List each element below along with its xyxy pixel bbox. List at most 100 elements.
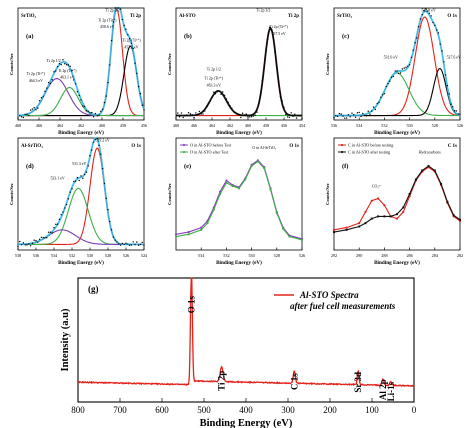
data-point — [414, 42, 416, 44]
series-marker — [383, 204, 386, 207]
data-point — [277, 81, 280, 83]
x-tick-label: 466 — [191, 123, 197, 128]
data-point — [33, 106, 35, 109]
series-marker — [433, 169, 436, 172]
survey-peak-label: C 1s — [289, 373, 299, 390]
chart-panel-e: 526 528 530 532 534 Binding Energy (eV) Counts… — [167, 137, 305, 266]
data-point — [64, 63, 66, 65]
data-point — [372, 106, 375, 108]
data-point — [443, 61, 445, 63]
y-axis-label: Intensity (a.u) — [60, 308, 71, 372]
data-point — [417, 26, 420, 28]
x-tick-label: 292 — [331, 253, 337, 258]
series-marker — [358, 222, 361, 225]
data-point — [49, 82, 52, 85]
series-marker — [370, 199, 373, 202]
data-point — [396, 70, 398, 72]
data-point — [125, 28, 127, 30]
data-point — [38, 100, 41, 102]
data-point — [107, 209, 109, 211]
legend-label: C in Al-STO before testing — [348, 143, 394, 148]
data-point — [405, 66, 407, 68]
fit-peak-3 — [18, 86, 144, 117]
x-tick-label: 468 — [15, 123, 21, 128]
panel-label: (g) — [88, 284, 99, 294]
data-point — [286, 116, 289, 118]
data-point — [202, 113, 204, 115]
y-axis-label: Counts/Sec — [167, 53, 172, 75]
data-point — [180, 112, 183, 114]
data-point — [423, 9, 425, 12]
data-point — [103, 101, 106, 104]
series-marker — [427, 165, 430, 167]
data-point — [435, 29, 438, 31]
data-point — [214, 93, 217, 95]
series-marker — [452, 214, 455, 217]
data-point — [92, 141, 95, 143]
series-marker — [402, 210, 405, 214]
plot-frame — [333, 7, 461, 121]
data-point — [200, 113, 202, 115]
series-marker — [421, 169, 424, 172]
data-point — [80, 175, 82, 177]
data-point — [344, 117, 346, 119]
data-point — [26, 244, 28, 246]
series-marker — [300, 238, 304, 242]
data-point — [347, 114, 350, 116]
data-point — [127, 34, 129, 36]
data-point — [175, 117, 177, 119]
data-point — [399, 72, 402, 74]
data-point — [430, 15, 432, 17]
data-point — [218, 90, 220, 93]
data-point — [187, 112, 190, 114]
data-point — [119, 8, 122, 10]
data-point — [20, 116, 23, 118]
x-tick-label: 466 — [36, 123, 42, 128]
data-point — [42, 237, 44, 239]
x-tick-label: 454 — [299, 123, 306, 128]
data-point — [419, 18, 422, 20]
data-point — [20, 243, 23, 246]
x-tick-label: 534 — [356, 123, 363, 128]
x-tick-label: 300 — [281, 405, 295, 415]
chart-panel-g: 800 700 600 500 400 300 200 100 0 Binding Energy … — [60, 277, 417, 428]
data-point — [299, 115, 301, 117]
data-point — [98, 114, 100, 116]
data-point — [270, 29, 273, 32]
data-point — [274, 51, 276, 53]
series-marker — [395, 217, 399, 220]
panel-label: (d) — [26, 163, 34, 170]
data-point — [87, 165, 89, 167]
data-point — [279, 96, 282, 98]
data-point — [216, 91, 219, 93]
data-point — [33, 239, 35, 241]
peak-annotation: Ti 2p (Ti⁴⁺) — [205, 76, 224, 81]
data-point — [243, 114, 246, 116]
series-marker — [333, 231, 335, 234]
x-tick-label: 528 — [274, 253, 280, 258]
data-point — [335, 115, 337, 117]
data-point — [205, 105, 208, 107]
series-marker — [269, 188, 272, 191]
data-point — [369, 113, 371, 115]
series-marker — [256, 160, 259, 163]
series-marker — [396, 213, 398, 216]
data-point — [349, 116, 351, 118]
data-point — [416, 37, 418, 39]
peak-annotation: Ti 2p (Ti⁴⁺) — [27, 71, 46, 76]
panel-label: (b) — [184, 33, 192, 40]
x-tick-label: 530 — [87, 253, 93, 258]
series-line-1 — [175, 160, 303, 241]
data-point — [294, 113, 296, 115]
x-tick-label: 526 — [123, 253, 129, 258]
data-point — [112, 21, 115, 23]
data-point — [69, 191, 71, 193]
panel-label: (e) — [184, 163, 191, 170]
series-marker — [212, 208, 215, 211]
data-point — [292, 115, 294, 118]
data-point — [193, 116, 195, 119]
data-point — [42, 95, 44, 97]
plot-frame — [175, 7, 303, 121]
data-point — [19, 240, 21, 243]
